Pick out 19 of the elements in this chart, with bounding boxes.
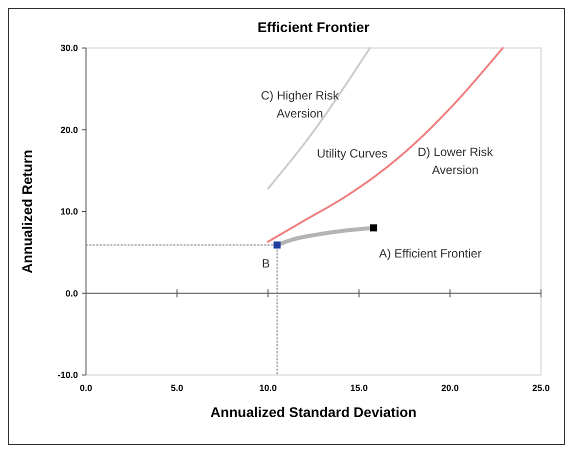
y-tick-label: -10.0: [57, 370, 78, 380]
annotation: A) Efficient Frontier: [378, 246, 482, 260]
x-tick-label: 5.0: [170, 383, 184, 393]
annotation: C) Higher Risk Aversion: [260, 88, 340, 120]
y-tick-label: 10.0: [60, 206, 78, 217]
x-tick-label: 15.0: [350, 383, 368, 393]
y-tick-label: 30.0: [60, 43, 78, 54]
x-tick-label: 0.0: [80, 383, 92, 393]
annotation: B: [262, 256, 270, 270]
y-tick-label: 20.0: [60, 124, 78, 135]
x-tick-label: 25.0: [532, 383, 550, 393]
annotation: Utility Curves: [316, 146, 388, 160]
x-tick-label: 10.0: [259, 383, 277, 393]
annotation: D) Lower Risk Aversion: [418, 145, 494, 178]
x-tick-label: 20.0: [441, 383, 459, 393]
chart-title: Efficient Frontier: [257, 19, 370, 35]
x-axis-title: Annualized Standard Deviation: [210, 404, 417, 420]
y-tick-label: 0.0: [65, 288, 78, 298]
y-axis-title: Annualized Return: [19, 150, 35, 274]
